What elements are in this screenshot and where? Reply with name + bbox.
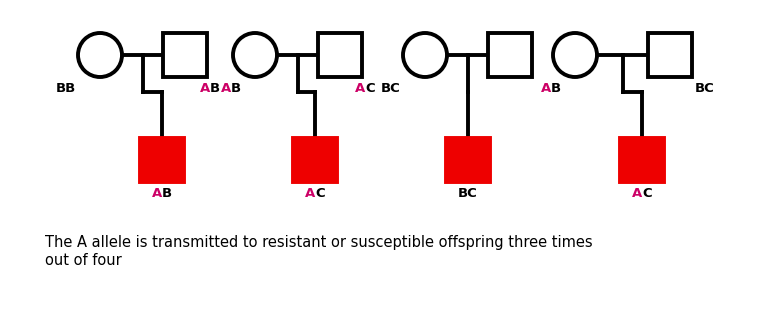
Text: B: B [551,82,561,95]
Bar [163,33,207,77]
Bar [488,33,532,77]
Text: The A allele is transmitted to resistant or susceptible offspring three times: The A allele is transmitted to resistant… [45,235,593,250]
Text: B: B [210,82,220,95]
Text: A: A [152,187,162,200]
Bar [140,138,184,182]
Text: BC: BC [458,187,478,200]
Text: A: A [221,82,231,95]
Bar [318,33,362,77]
Text: BC: BC [381,82,401,95]
Circle shape [233,33,277,77]
Circle shape [553,33,597,77]
Text: A: A [355,82,365,95]
Text: A: A [541,82,551,95]
Text: BC: BC [695,82,715,95]
Text: A: A [200,82,210,95]
Text: BB: BB [56,82,76,95]
Bar [293,138,337,182]
Text: A: A [632,187,642,200]
Circle shape [403,33,447,77]
Bar [620,138,664,182]
Text: A: A [305,187,315,200]
Bar [446,138,490,182]
Circle shape [78,33,122,77]
Text: out of four: out of four [45,253,121,268]
Text: B: B [162,187,172,200]
Bar [648,33,692,77]
Text: B: B [231,82,241,95]
Text: C: C [642,187,651,200]
Text: C: C [315,187,325,200]
Text: C: C [365,82,374,95]
